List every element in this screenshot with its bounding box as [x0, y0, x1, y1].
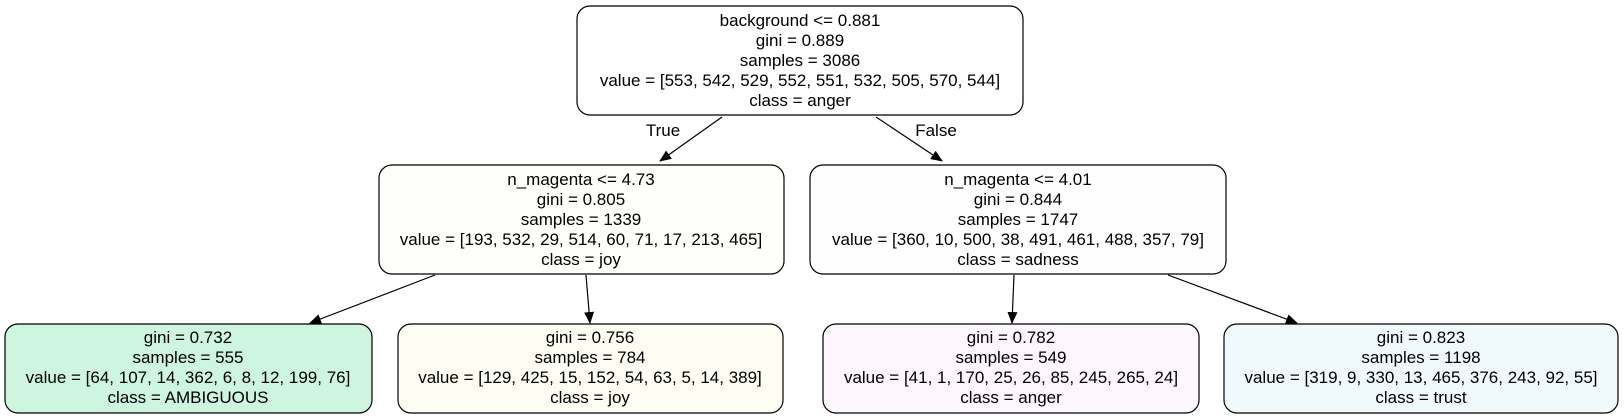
node-value: value = [360, 10, 500, 38, 491, 461, 488…: [832, 230, 1204, 249]
node-samples: samples = 784: [534, 348, 645, 367]
node-samples: samples = 549: [955, 348, 1066, 367]
node-value: value = [553, 542, 529, 552, 551, 532, 5…: [600, 71, 1000, 90]
node-class: class = joy: [550, 388, 630, 407]
node-class: class = anger: [960, 388, 1062, 407]
node-value: value = [64, 107, 14, 362, 6, 8, 12, 199…: [26, 368, 351, 387]
edge-root-right: [875, 116, 943, 162]
node-value: value = [193, 532, 29, 514, 60, 71, 17, …: [400, 230, 763, 249]
node-class: class = joy: [541, 250, 621, 269]
node-value: value = [129, 425, 15, 152, 54, 63, 5, 1…: [418, 368, 762, 387]
node-class: class = trust: [1375, 388, 1466, 407]
node-gini: gini = 0.805: [537, 190, 625, 209]
node-class: class = sadness: [957, 250, 1078, 269]
edge-label-false: False: [915, 121, 957, 140]
node-box: [576, 5, 1024, 116]
node-samples: samples = 1198: [1361, 348, 1480, 367]
node-gini: gini = 0.889: [756, 31, 844, 50]
tree-node-leaf1: gini = 0.732 samples = 555 value = [64, …: [4, 323, 373, 414]
tree-node-left: n_magenta <= 4.73 gini = 0.805 samples =…: [378, 164, 785, 275]
node-class: class = anger: [749, 91, 851, 110]
tree-node-leaf2: gini = 0.756 samples = 784 value = [129,…: [397, 323, 784, 414]
edge-left-leaf1: [309, 274, 436, 324]
node-gini: gini = 0.844: [974, 190, 1062, 209]
tree-node-root: background <= 0.881 gini = 0.889 samples…: [576, 5, 1024, 116]
node-box: [1223, 323, 1619, 414]
edge-right-leaf4: [1167, 274, 1298, 324]
node-gini: gini = 0.732: [144, 328, 232, 347]
tree-edges: [309, 116, 1298, 324]
edge-root-left: [659, 116, 723, 162]
node-box: [397, 323, 784, 414]
edge-label-true: True: [646, 121, 680, 140]
tree-node-leaf4: gini = 0.823 samples = 1198 value = [319…: [1223, 323, 1619, 414]
tree-node-leaf3: gini = 0.782 samples = 549 value = [41, …: [822, 323, 1200, 414]
tree-node-right: n_magenta <= 4.01 gini = 0.844 samples =…: [809, 164, 1227, 275]
node-class: class = AMBIGUOUS: [107, 388, 268, 407]
edge-right-leaf3: [1007, 274, 1018, 324]
node-box: [809, 164, 1227, 275]
node-value: value = [319, 9, 330, 13, 465, 376, 243,…: [1244, 368, 1597, 387]
node-gini: gini = 0.782: [967, 328, 1055, 347]
node-box: [822, 323, 1200, 414]
node-split-rule: background <= 0.881: [720, 11, 881, 30]
node-split-rule: n_magenta <= 4.01: [944, 170, 1091, 189]
node-samples: samples = 555: [132, 348, 243, 367]
node-split-rule: n_magenta <= 4.73: [507, 170, 654, 189]
edge-left-leaf2: [584, 274, 595, 324]
node-samples: samples = 1747: [958, 210, 1079, 229]
node-box: [378, 164, 785, 275]
node-box: [4, 323, 373, 414]
node-gini: gini = 0.756: [546, 328, 634, 347]
node-samples: samples = 1339: [521, 210, 642, 229]
node-samples: samples = 3086: [740, 51, 861, 70]
node-value: value = [41, 1, 170, 25, 26, 85, 245, 26…: [844, 368, 1178, 387]
node-gini: gini = 0.823: [1377, 328, 1465, 347]
